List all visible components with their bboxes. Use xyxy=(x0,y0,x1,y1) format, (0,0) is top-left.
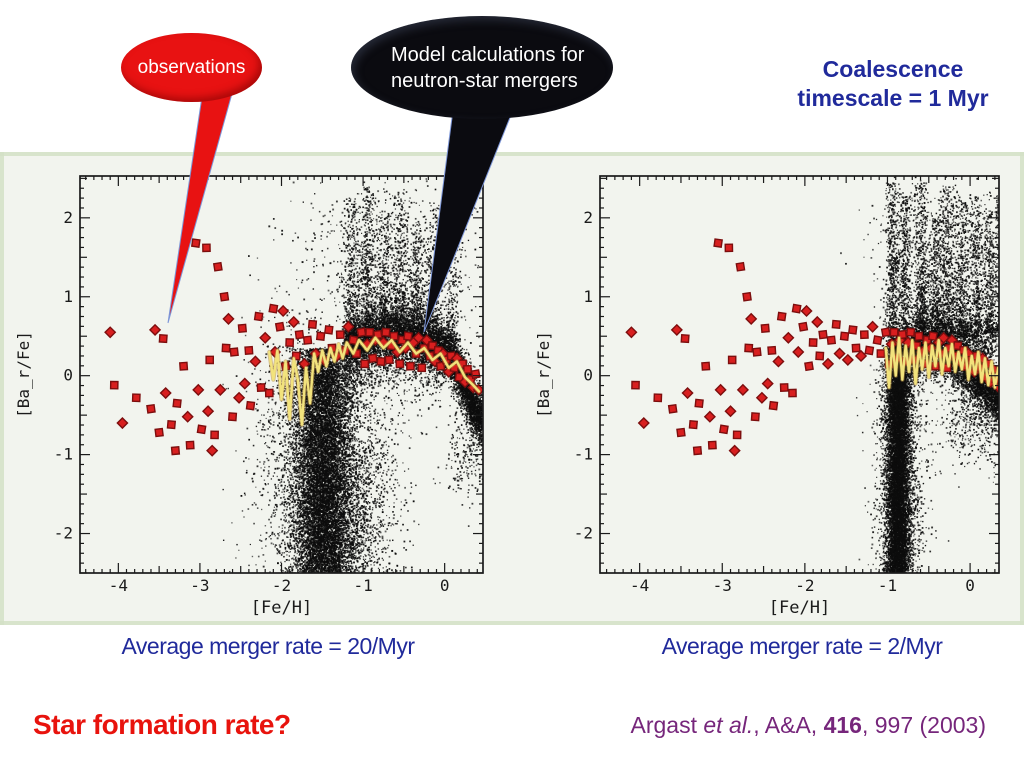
caption-merger-rate-2: Average merger rate = 2/Myr xyxy=(661,633,943,659)
observations-callout: observations xyxy=(121,33,262,102)
image-edge-left xyxy=(0,152,4,625)
caption-merger-rate-20: Average merger rate = 20/Myr xyxy=(121,633,415,659)
citation-etal: et al. xyxy=(703,712,754,738)
citation-volume: 416 xyxy=(823,712,862,738)
model-callout-label: Model calculations for neutron-star merg… xyxy=(391,43,585,92)
plot-merger-rate-20 xyxy=(78,174,486,574)
image-edge-right xyxy=(1020,152,1024,625)
plot-merger-rate-2 xyxy=(598,174,1002,574)
model-callout: Model calculations for neutron-star merg… xyxy=(351,16,613,119)
citation-journal: , A&A, xyxy=(753,712,824,738)
citation-pages: , 997 (2003) xyxy=(861,712,986,738)
image-edge-bottom xyxy=(0,621,1024,625)
citation-author: Argast xyxy=(630,712,704,738)
image-edge-top xyxy=(0,152,1024,156)
coalescence-timescale-note: Coalescence timescale = 1 Myr xyxy=(797,56,989,111)
star-formation-question: Star formation rate? xyxy=(33,709,291,740)
citation: Argast et al., A&A, 416, 997 (2003) xyxy=(631,712,986,739)
observations-callout-label: observations xyxy=(137,56,246,78)
